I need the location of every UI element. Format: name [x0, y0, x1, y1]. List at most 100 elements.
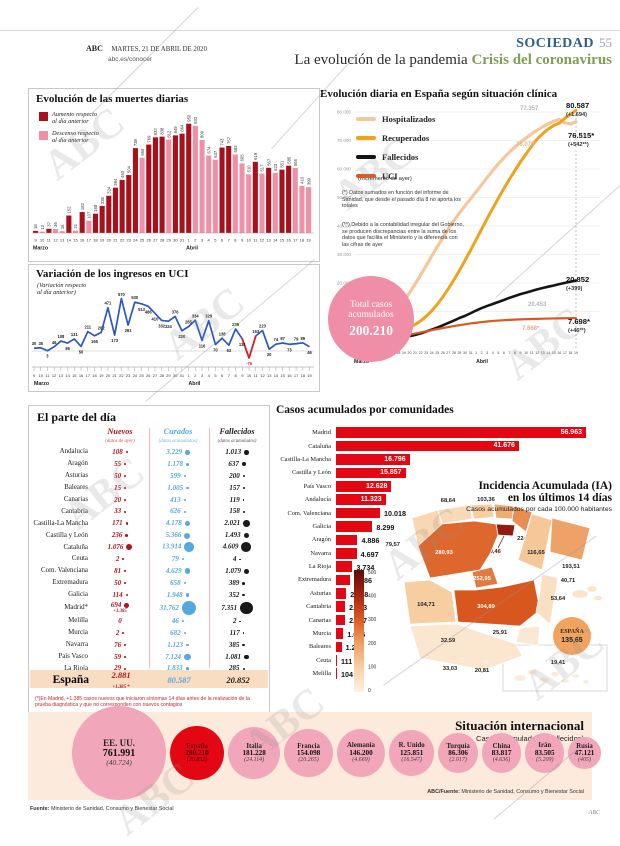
death-x-tick: 15: [73, 238, 78, 243]
report-row: Canarias 20 413 119: [29, 494, 267, 506]
deaths-cell: 2.021: [207, 519, 267, 527]
death-x-tick: 10: [246, 238, 251, 243]
death-bar-value: 16: [60, 224, 65, 229]
clinical-x-tick: 6: [503, 351, 505, 355]
country-bubble-R. Unido: R. Unido 125.851 (16.547): [388, 730, 435, 776]
death-bar-value: 565: [293, 158, 298, 166]
death-x-tick: 28: [160, 238, 165, 243]
death-x-tick: 9: [241, 238, 244, 243]
communities-section: Casos acumulados por comunidades Madrid 5…: [270, 404, 614, 706]
map-region-Melilla: [483, 660, 489, 664]
magnitude-dot: [124, 656, 126, 658]
magnitude-dot: [124, 570, 126, 573]
cured-cell: 1.123: [149, 641, 207, 649]
clinical-x-tick: 29: [457, 351, 461, 355]
death-x-tick: 19: [306, 238, 311, 243]
magnitude-dot: [124, 498, 126, 501]
region-name: Extremadura: [52, 579, 88, 587]
community-bar-row: Madrid 56.963: [270, 426, 614, 439]
map-region-Canarias: [538, 677, 550, 683]
deaths-cell: 389: [207, 579, 267, 587]
uci-value-label: 324: [165, 324, 173, 329]
death-bar: [172, 135, 178, 233]
community-bar-row: Castilla y León 15.857: [270, 466, 614, 479]
column-divider: [209, 428, 210, 668]
magnitude-dot: [183, 653, 191, 661]
clinical-x-tick: 7: [508, 351, 510, 355]
death-bar: [166, 139, 172, 233]
community-name: Cataluña: [308, 442, 331, 450]
region-name: Andalucía: [59, 448, 88, 456]
community-name: Asturias: [309, 589, 331, 597]
country-name: España: [186, 742, 208, 750]
community-bar: [336, 507, 380, 519]
death-x-tick: 3: [201, 238, 204, 243]
death-bar-value: 517: [260, 164, 265, 172]
increase-swatch: [39, 112, 48, 121]
death-bar: [86, 220, 92, 233]
deaths-end-label: 20.852 (+399): [566, 276, 589, 293]
death-bar: [92, 213, 99, 233]
uci-x-tick: 9: [241, 373, 244, 378]
uci-value-label: 87: [280, 336, 285, 341]
clinical-x-tick: 11: [530, 351, 534, 355]
country-cases: 761.991: [102, 747, 136, 759]
uci-x-tick: 13: [267, 373, 272, 378]
deaths-cell: 7.351: [207, 601, 267, 614]
ia-value-Extremadura: 104,71: [417, 602, 436, 608]
region-name: La Rioja: [64, 664, 88, 672]
country-deaths: (16.547): [401, 757, 422, 764]
death-bar: [59, 231, 65, 233]
country-deaths: (5.209): [535, 757, 554, 764]
death-x-tick: 23: [127, 238, 132, 243]
community-value: 4.886: [361, 536, 380, 546]
region-name: Galicia: [68, 591, 88, 599]
uci-negative-segment: [241, 338, 250, 359]
spain-ia-value: 135,65: [561, 637, 583, 644]
country-deaths: (40.724): [106, 758, 132, 768]
clinical-x-tick: 3: [486, 351, 488, 355]
uci-value-label: 202: [98, 325, 106, 330]
ia-scale-tick: 100: [368, 664, 377, 670]
death-x-tick: 12: [260, 238, 265, 243]
clinical-x-tick: 10: [524, 351, 528, 355]
ia-value-Cantabria: 103,36: [477, 497, 496, 503]
region-name: Aragón: [67, 460, 88, 468]
community-bar-row: País Vasco 12.628: [270, 480, 614, 493]
total-row: España 2.881 +1.385 * 80.587 20.852: [30, 670, 268, 690]
country-bubble-Alemania: Alemania 146.200 (4.669): [337, 729, 385, 777]
clinical-y-tick: 20.000: [337, 281, 351, 286]
new-cases-cell: 55: [91, 460, 149, 468]
uci-x-tick: 22: [119, 373, 124, 378]
map-region-Cataluña: [549, 517, 591, 561]
uci-value-label: 513: [138, 307, 146, 312]
country-deaths: (4.636): [492, 757, 511, 764]
death-x-tick: 11: [253, 238, 258, 243]
ia-value-Canarias: 19,41: [551, 660, 566, 666]
death-bar-value: 21: [73, 223, 78, 228]
uci-value-label: 329: [205, 314, 213, 319]
uci-value-label: 35: [38, 341, 43, 346]
community-bar: [336, 614, 346, 626]
map-region-Canarias: [560, 678, 570, 684]
month-label: Abril: [189, 381, 201, 387]
community-bar: [336, 588, 347, 599]
death-x-tick: 8: [234, 238, 237, 243]
cured-cell: 5.366: [149, 531, 207, 539]
magnitude-dot: [240, 601, 253, 614]
map-region-Canarias: [550, 671, 560, 677]
magnitude-dot: [124, 644, 126, 646]
community-bar: [336, 467, 406, 479]
death-bar: [66, 215, 72, 233]
cured-cell: 13.914: [149, 542, 207, 552]
magnitude-dot: [239, 620, 242, 623]
region-name: Canarias: [63, 496, 88, 503]
new-cases-cell: 108: [91, 448, 149, 456]
community-bar-row: Galicia 8.299: [270, 520, 614, 533]
death-bar: [139, 157, 145, 233]
magnitude-dot: [184, 521, 190, 527]
community-bar: [336, 668, 337, 680]
clinical-x-tick: 18: [396, 351, 400, 355]
col-dead: Fallecidos: [219, 427, 255, 437]
country-bubble-Irán: Irán 83.505 (5.209): [525, 733, 565, 773]
